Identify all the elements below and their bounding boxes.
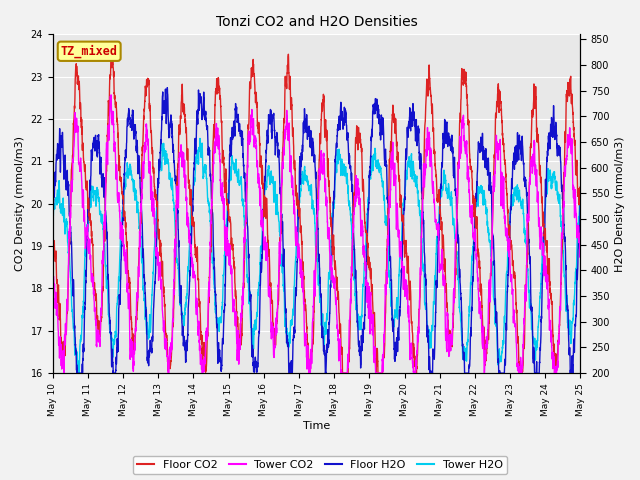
Tower H2O <box>368 153 376 159</box>
Tower H2O <box>527 305 534 311</box>
Floor CO2 <box>368 282 376 288</box>
Text: TZ_mixed: TZ_mixed <box>61 45 118 58</box>
Line: Tower CO2: Tower CO2 <box>52 95 580 373</box>
Tower H2O <box>196 140 204 146</box>
Floor H2O <box>577 194 584 200</box>
Floor CO2 <box>577 193 584 199</box>
Y-axis label: CO2 Density (mmol/m3): CO2 Density (mmol/m3) <box>15 136 25 271</box>
Floor CO2 <box>162 334 170 339</box>
X-axis label: Time: Time <box>303 421 330 432</box>
Legend: Floor CO2, Tower CO2, Floor H2O, Tower H2O: Floor CO2, Tower CO2, Floor H2O, Tower H… <box>133 456 507 474</box>
Floor CO2 <box>108 48 115 54</box>
Tower H2O <box>162 154 170 160</box>
Floor CO2 <box>577 192 584 198</box>
Line: Floor CO2: Floor CO2 <box>52 51 580 373</box>
Tower H2O <box>577 187 584 193</box>
Floor CO2 <box>527 145 534 151</box>
Tower H2O <box>196 135 204 141</box>
Title: Tonzi CO2 and H2O Densities: Tonzi CO2 and H2O Densities <box>216 15 417 29</box>
Floor H2O <box>162 104 170 109</box>
Tower CO2 <box>107 92 115 98</box>
Tower CO2 <box>49 259 56 264</box>
Y-axis label: H2O Density (mmol/m3): H2O Density (mmol/m3) <box>615 136 625 272</box>
Floor H2O <box>577 196 584 202</box>
Floor CO2 <box>378 370 385 376</box>
Floor H2O <box>368 129 376 134</box>
Floor H2O <box>196 98 204 104</box>
Tower CO2 <box>60 370 68 376</box>
Tower CO2 <box>577 238 584 243</box>
Line: Floor H2O: Floor H2O <box>52 88 580 373</box>
Floor CO2 <box>49 223 56 228</box>
Tower CO2 <box>577 235 584 241</box>
Tower CO2 <box>163 341 170 347</box>
Tower H2O <box>49 225 56 231</box>
Tower H2O <box>75 370 83 376</box>
Tower CO2 <box>378 370 385 376</box>
Floor H2O <box>73 370 81 376</box>
Tower CO2 <box>196 361 204 367</box>
Floor CO2 <box>196 311 204 316</box>
Floor H2O <box>527 283 534 288</box>
Floor CO2 <box>306 370 314 376</box>
Tower CO2 <box>368 316 376 322</box>
Line: Tower H2O: Tower H2O <box>52 138 580 373</box>
Floor H2O <box>49 218 56 224</box>
Tower H2O <box>378 171 385 177</box>
Tower H2O <box>577 184 584 190</box>
Tower CO2 <box>527 161 534 167</box>
Floor H2O <box>378 112 385 118</box>
Floor H2O <box>163 85 171 91</box>
